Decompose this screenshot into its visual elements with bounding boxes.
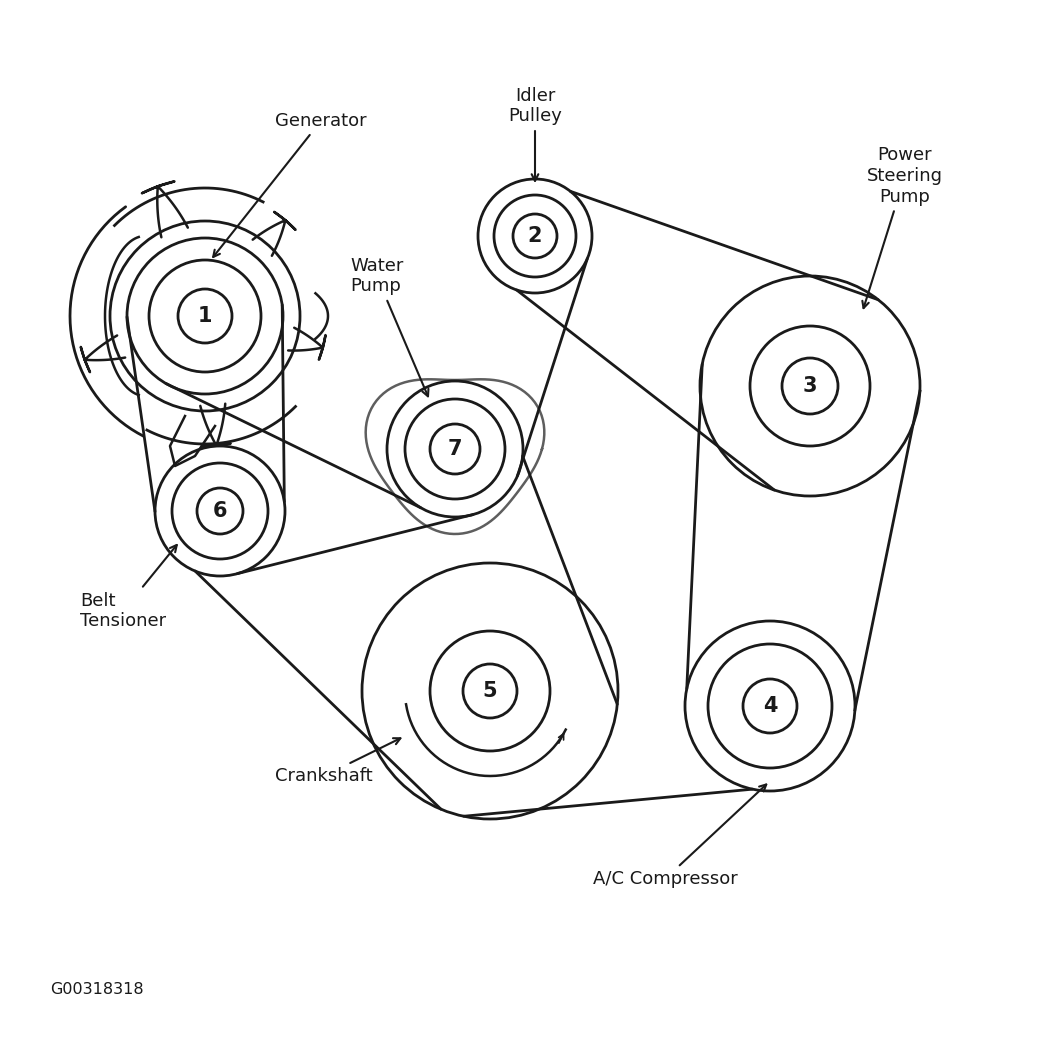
Text: Idler
Pulley: Idler Pulley — [508, 86, 562, 181]
Text: Belt
Tensioner: Belt Tensioner — [80, 544, 176, 631]
Text: 4: 4 — [762, 696, 777, 716]
Text: 3: 3 — [803, 376, 818, 396]
Text: Power
Steering
Pump: Power Steering Pump — [863, 146, 943, 308]
Text: Water
Pump: Water Pump — [350, 256, 429, 397]
Text: G00318318: G00318318 — [50, 982, 144, 996]
Text: 7: 7 — [447, 439, 462, 459]
Text: 5: 5 — [483, 681, 498, 701]
Text: A/C Compressor: A/C Compressor — [592, 785, 767, 888]
Text: 2: 2 — [528, 226, 542, 246]
Text: 6: 6 — [213, 501, 227, 520]
Text: 1: 1 — [198, 306, 212, 326]
Text: Crankshaft: Crankshaft — [275, 738, 401, 785]
Text: Generator: Generator — [213, 112, 367, 257]
